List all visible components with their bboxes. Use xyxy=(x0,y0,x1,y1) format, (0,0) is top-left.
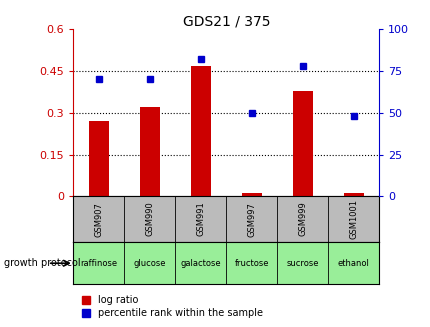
Text: raffinose: raffinose xyxy=(80,259,117,268)
Legend: log ratio, percentile rank within the sample: log ratio, percentile rank within the sa… xyxy=(78,291,266,322)
Text: GSM991: GSM991 xyxy=(196,202,205,236)
Bar xyxy=(89,121,109,196)
Bar xyxy=(343,193,363,196)
Text: GSM999: GSM999 xyxy=(298,202,307,236)
Text: fructose: fructose xyxy=(234,259,268,268)
Bar xyxy=(139,107,160,196)
Text: ethanol: ethanol xyxy=(337,259,369,268)
Text: GSM990: GSM990 xyxy=(145,202,154,236)
Text: GSM997: GSM997 xyxy=(247,202,256,236)
Bar xyxy=(241,193,261,196)
Text: galactose: galactose xyxy=(180,259,221,268)
Text: growth protocol: growth protocol xyxy=(4,258,81,268)
Text: GSM907: GSM907 xyxy=(94,202,103,236)
Text: GSM1001: GSM1001 xyxy=(348,199,357,239)
Text: glucose: glucose xyxy=(133,259,166,268)
Bar xyxy=(292,91,312,196)
Text: sucrose: sucrose xyxy=(286,259,318,268)
Title: GDS21 / 375: GDS21 / 375 xyxy=(182,14,270,28)
Bar xyxy=(190,65,211,196)
